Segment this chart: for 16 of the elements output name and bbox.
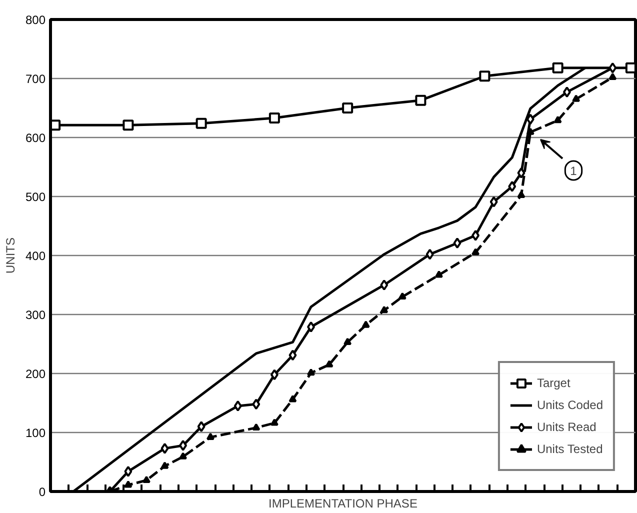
y-axis-title: UNITS — [3, 238, 18, 274]
y-tick-label: 600 — [25, 131, 46, 145]
y-tick-label: 800 — [25, 13, 46, 27]
legend-label: Units Tested — [536, 442, 603, 456]
y-tick-label: 300 — [25, 308, 46, 322]
legend-label: Units Coded — [536, 398, 603, 412]
y-tick-label: 200 — [25, 367, 46, 381]
legend-label: Units Read — [536, 420, 596, 434]
y-tick-label: 100 — [25, 426, 46, 440]
y-tick-label: 400 — [25, 249, 46, 263]
x-axis-title: IMPLEMENTATION PHASE — [268, 496, 418, 510]
y-tick-label: 500 — [25, 190, 46, 204]
y-tick-label: 700 — [25, 72, 46, 86]
y-tick-label: 0 — [38, 485, 46, 499]
annotation: 1 — [570, 164, 578, 178]
legend-label: Target — [536, 376, 570, 390]
